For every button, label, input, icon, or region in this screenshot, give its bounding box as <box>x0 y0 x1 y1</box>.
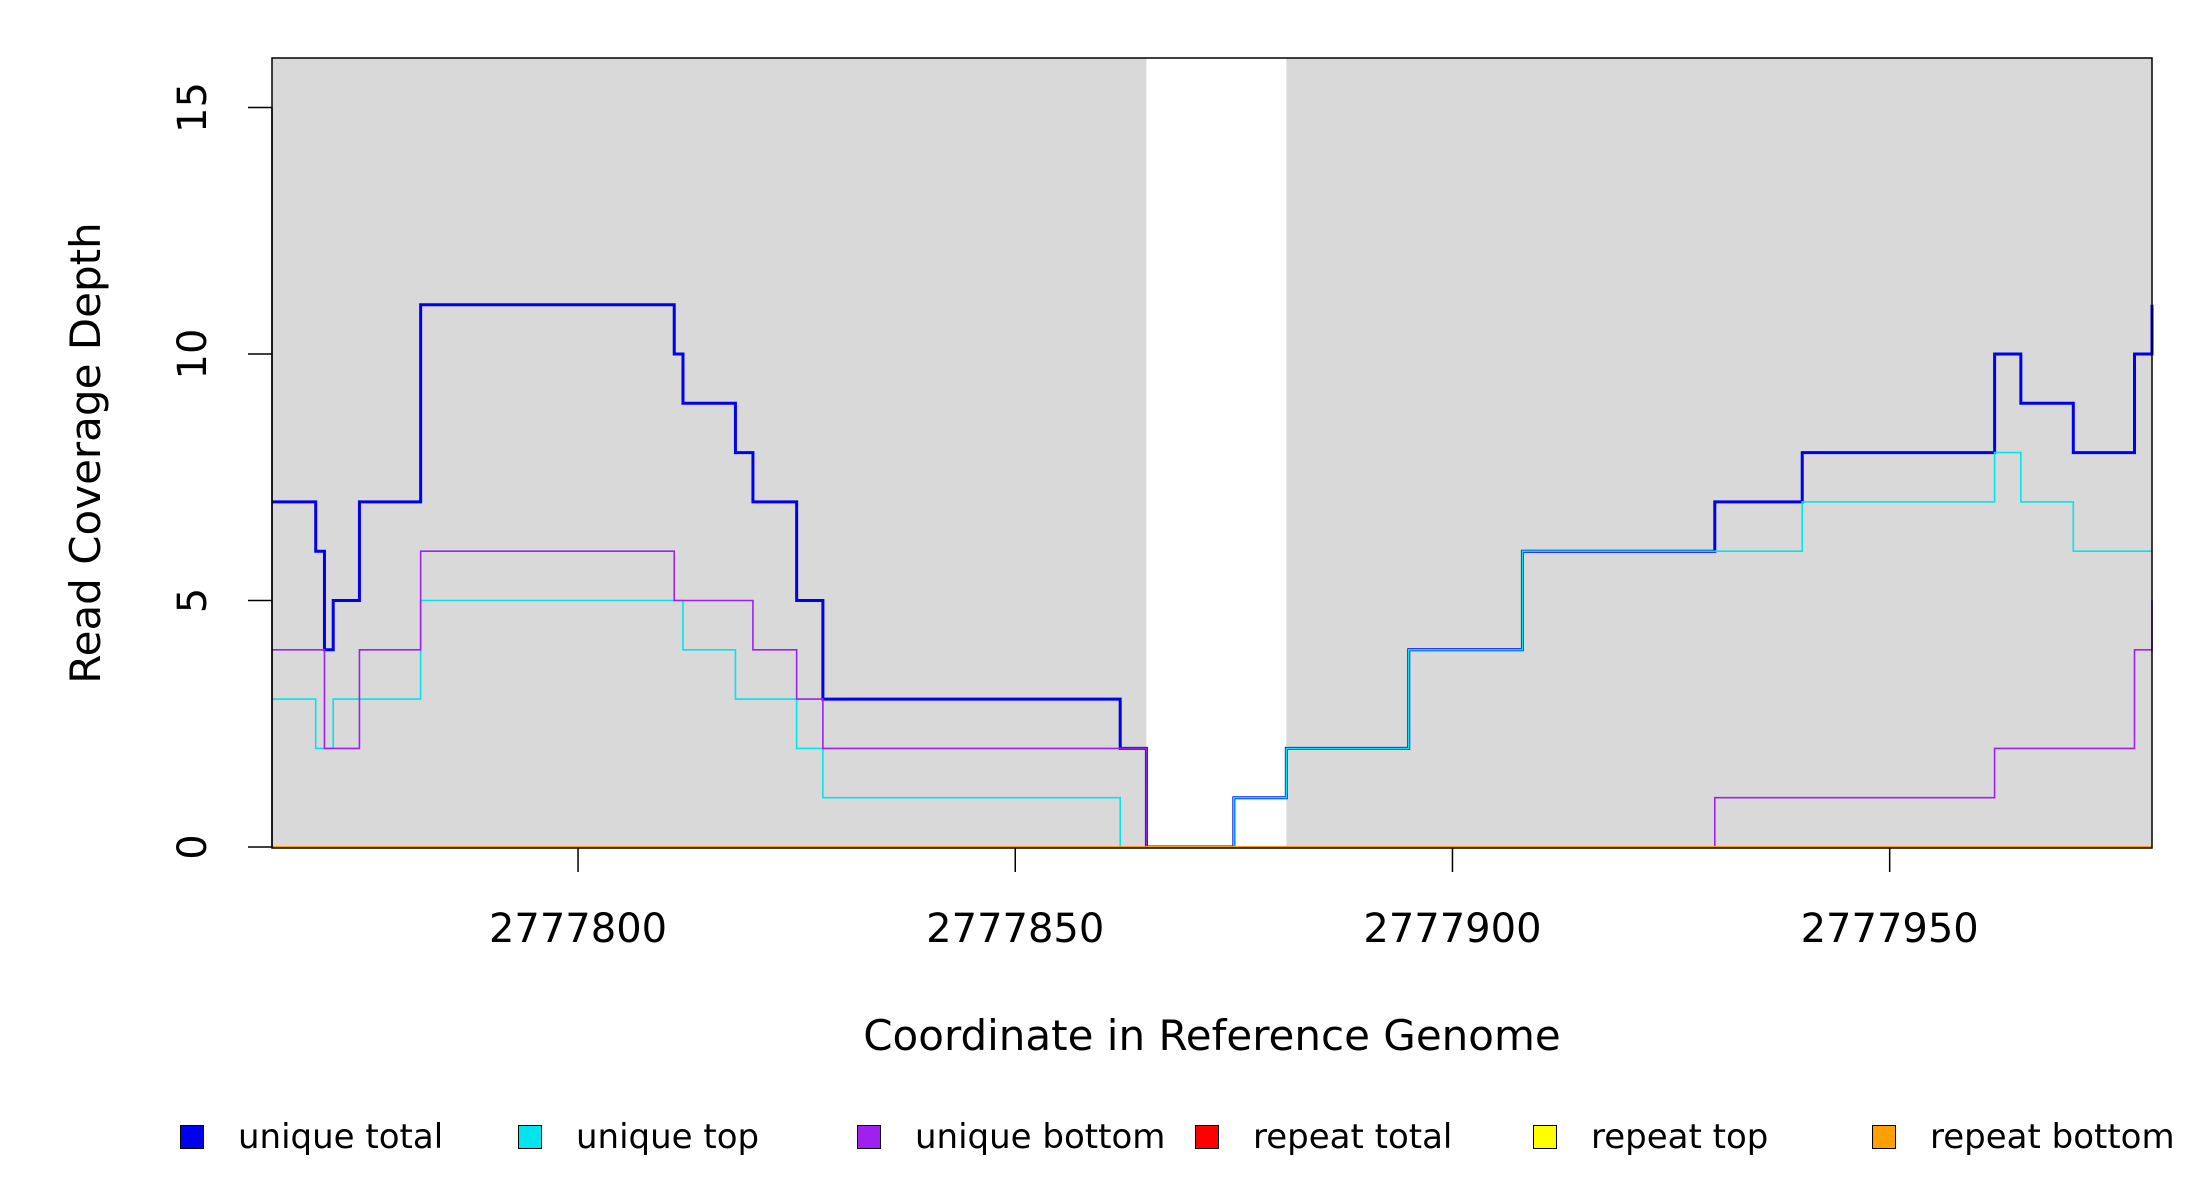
x-axis-title: Coordinate in Reference Genome <box>863 1011 1561 1060</box>
legend-item-unique-top: unique top <box>518 1107 759 1167</box>
x-tick-label: 2777850 <box>926 906 1104 952</box>
legend-label-repeat-total: repeat total <box>1253 1117 1453 1157</box>
x-tick-label: 2777950 <box>1801 906 1979 952</box>
legend-label-unique-top: unique top <box>576 1117 760 1157</box>
legend-item-repeat-top: repeat top <box>1533 1107 1768 1167</box>
legend-label-repeat-top: repeat top <box>1591 1117 1769 1157</box>
y-tick-label: 0 <box>170 834 216 859</box>
legend-label-unique-total: unique total <box>238 1117 444 1157</box>
legend-swatch-unique-top <box>518 1125 542 1149</box>
x-tick-label: 2777900 <box>1363 906 1541 952</box>
legend-swatch-repeat-total <box>1195 1125 1219 1149</box>
legend-item-unique-bottom: unique bottom <box>857 1107 1165 1167</box>
series-line-unique-bottom <box>272 550 2153 848</box>
coverage-chart: 2777800 2777850 2777900 2777950 0 5 10 15 Coor… <box>61 57 2154 1060</box>
legend-swatch-repeat-bottom <box>1872 1125 1896 1149</box>
legend-label-unique-bottom: unique bottom <box>915 1117 1166 1157</box>
y-tick-label: 10 <box>170 329 216 380</box>
legend-item-repeat-total: repeat total <box>1195 1107 1452 1167</box>
x-tick-label: 2777800 <box>489 906 667 952</box>
y-axis-title: Read Coverage Depth <box>61 222 110 683</box>
legend-item-unique-total: unique total <box>180 1107 443 1167</box>
y-tick-label: 15 <box>170 82 216 133</box>
y-tick-label: 5 <box>170 588 216 613</box>
legend-label-repeat-bottom: repeat bottom <box>1930 1117 2175 1157</box>
legend-swatch-unique-total <box>180 1125 204 1149</box>
legend-swatch-unique-bottom <box>857 1125 881 1149</box>
legend-swatch-repeat-top <box>1533 1125 1557 1149</box>
legend-item-repeat-bottom: repeat bottom <box>1872 1107 2175 1167</box>
highlight-region <box>1146 58 1287 848</box>
series-line-unique-total <box>272 303 2154 849</box>
legend: unique total unique top unique bottom re… <box>0 1107 2200 1167</box>
